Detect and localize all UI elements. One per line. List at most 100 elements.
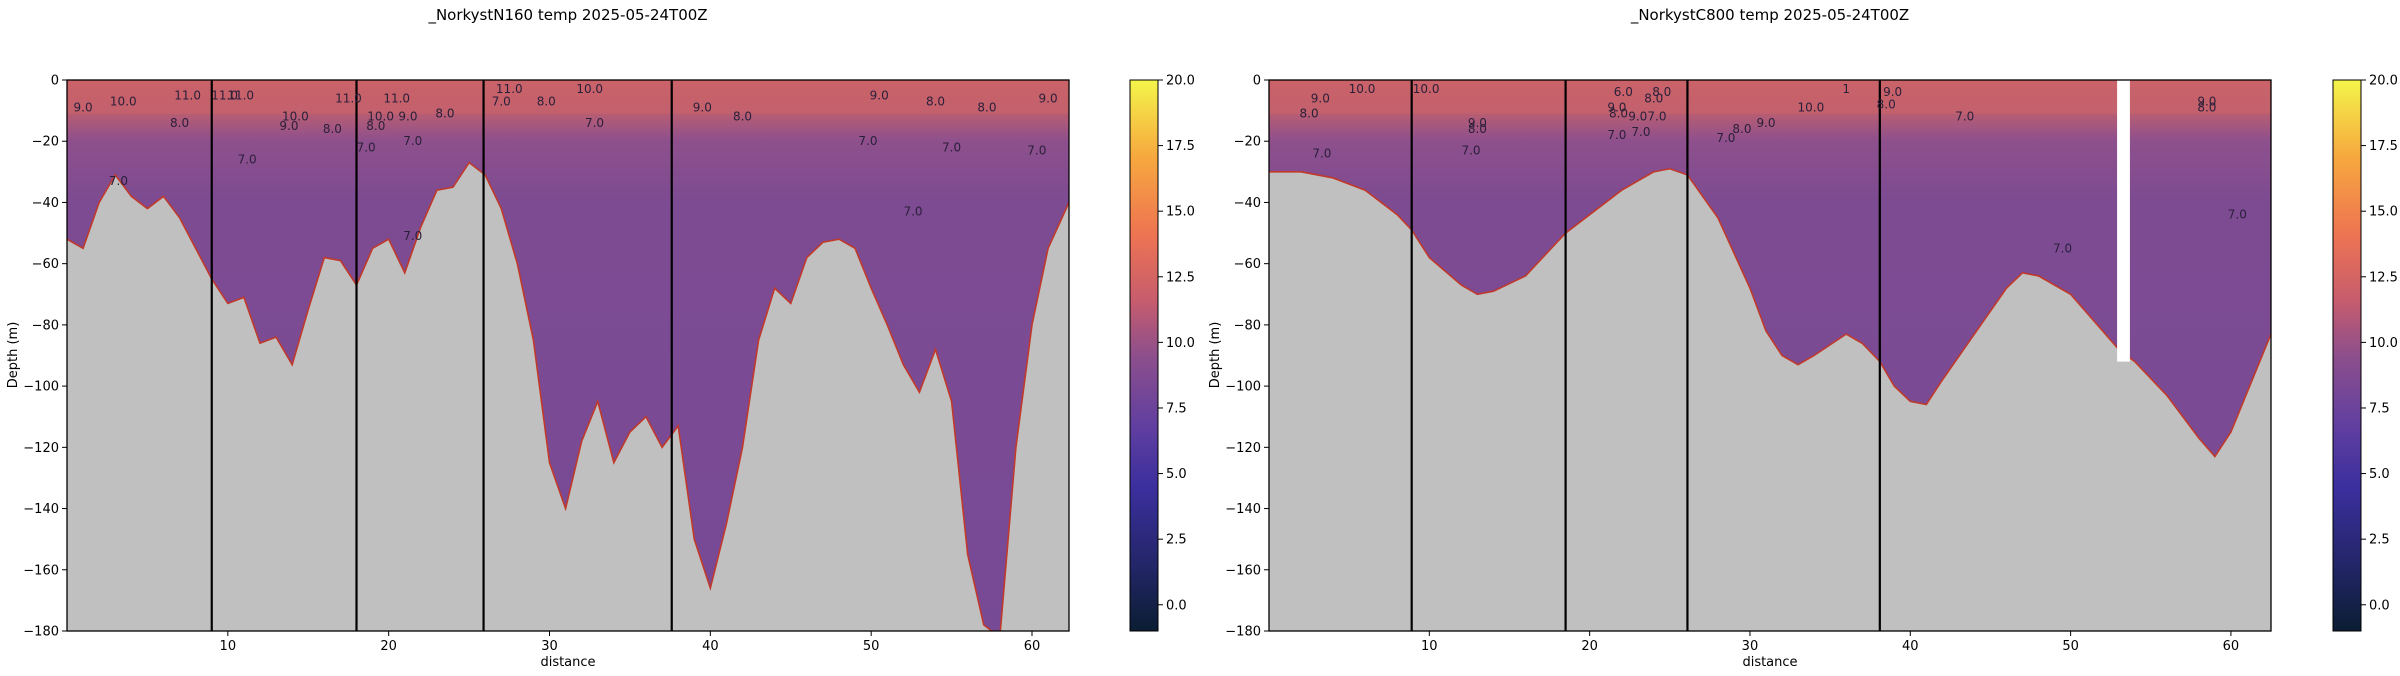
x-tick-label: 40 [1902,639,1919,654]
contour-label: 7.0 [1647,110,1666,124]
colorbar-tick-label: 12.5 [1166,270,1195,285]
colorbar-ticks: 0.0 2.5 5.0 7.5 10.0 12.5 15.0 17.5 20.0 [1158,74,1195,613]
colorbar-tick-label: 5.0 [2369,467,2390,482]
y-tick-label: −20 [1234,135,1261,150]
contour-label: 11.0 [174,88,201,102]
y-tick-label: −120 [23,441,59,456]
y-tick-label: −20 [32,135,59,150]
y-tick-label: −60 [32,257,59,272]
contour-label: 8.0 [1300,107,1319,121]
y-tick-label: −100 [1225,380,1261,395]
y-tick-label: −180 [23,625,59,640]
contour-label: 8.0 [366,119,385,133]
y-tick-label: −40 [1234,196,1261,211]
colorbar-tick-label: 7.5 [1166,401,1187,416]
y-tick-label: −80 [1234,318,1261,333]
plot-frame [1268,79,2272,632]
y-tick-label: −40 [32,196,59,211]
x-tick-label: 20 [1581,639,1598,654]
contour-label: 7.0 [403,229,422,243]
contour-label: 7.0 [2228,208,2247,222]
contour-label: 9.0 [1039,91,1058,105]
contour-label: 7.0 [492,94,511,108]
y-tick-label: −120 [1225,441,1261,456]
contour-label: 8.0 [1877,97,1896,111]
x-tick-label: 30 [1742,639,1759,654]
contour-label: 8.0 [926,94,945,108]
contour-label: 11.0 [211,88,238,102]
colorbar-tick-label: 5.0 [1166,467,1187,482]
surface-layer [1269,80,2271,114]
x-tick-label: 20 [380,639,397,654]
x-tick-label: 10 [1421,639,1438,654]
contour-label: 8.0 [733,110,752,124]
contour-label: 8.0 [977,101,996,115]
contour-label: 8.0 [2197,101,2216,115]
contour-label: 1 [1842,82,1850,96]
colorbar-tick-label: 10.0 [1166,336,1195,351]
x-axis-label: distance [1742,655,1797,670]
contour-label: 9.0 [2197,94,2216,108]
contour-label: 9.0 [1756,116,1775,130]
contour-label: 7.0 [1312,146,1331,160]
contour-label: 7.0 [1631,125,1650,139]
plot-area: 9.08.010.0 10.07.09.08.07.07.06.09.08.0 9.… [1269,80,2271,631]
contour-label: 8.0 [1609,107,1628,121]
contour-label: 7.0 [1716,131,1735,145]
contour-label: 10.0 [1798,101,1825,115]
x-tick-label: 60 [1024,639,1041,654]
contour-label: 7.0 [1607,128,1626,142]
colorbar-tick-label: 20.0 [1166,74,1195,89]
contour-label: 7.0 [1461,143,1480,157]
contour-label: 9.0 [693,101,712,115]
seabed-outline [1269,167,2271,458]
colorbar-tick-label: 17.5 [2369,139,2398,154]
colorbar-tick-label: 17.5 [1166,139,1195,154]
no-data-strip [2117,80,2130,362]
contour-label: 8.0 [435,107,454,121]
colorbar-tick-label: 15.0 [1166,205,1195,220]
contour-label: 8.0 [1468,122,1487,136]
contour-label: 7.0 [1955,110,1974,124]
plot-area: 11.0 11.09.0 10.08.011.010.09.0 8.011.010.0… [67,80,1069,631]
contour-label: 10.0 [576,82,603,96]
contour-label: 10.0 [110,94,137,108]
chart-title: _NorkystN160 temp 2025-05-24T00Z [427,6,707,25]
x-tick-label: 10 [220,639,237,654]
colorbar-tick-label: 7.5 [2369,401,2390,416]
x-tick-label: 50 [2062,639,2079,654]
contour-label: 7.0 [1027,143,1046,157]
contour-label: 9.0 [74,101,93,115]
contour-label: 7.0 [2053,241,2072,255]
x-tick-label: 30 [541,639,558,654]
colorbar-tick-label: 20.0 [2369,74,2398,89]
contour-label: 10.0 [1349,82,1376,96]
contour-label: 9.0 [279,119,298,133]
y-axis-ticks: 0 −20 −40 −60 −80 −100 −120 −140 −160 −180 [1225,74,1269,640]
colorbar-tick-label: 12.5 [2369,270,2398,285]
contour-label: 9.0 [1468,116,1487,130]
y-tick-label: −160 [1225,563,1261,578]
y-tick-label: −160 [23,563,59,578]
contour-label: 7.0 [403,134,422,148]
surface-layer [67,80,1069,114]
y-axis-ticks: 0 −20 −40 −60 −80 −100 −120 −140 −160 −180 [23,74,67,640]
contour-label: 7.0 [238,153,257,167]
contour-label: 11.0 [227,88,254,102]
plot-frame [66,79,1070,632]
seabed-outline [67,161,1069,631]
y-axis-label: Depth (m) [1208,322,1223,389]
contour-label: 9.0 [1311,91,1330,105]
contour-label: 9.0 [870,88,889,102]
contour-label: 8.0 [1732,122,1751,136]
colorbar-tick-label: 2.5 [2369,533,2390,548]
contour-label: 10.0 [282,110,309,124]
x-tick-label: 50 [863,639,880,654]
contour-label: 9.0 [398,110,417,124]
contour-label: 8.0 [170,116,189,130]
colorbar-ticks: 0.0 2.5 5.0 7.5 10.0 12.5 15.0 17.5 20.0 [2361,74,2398,613]
contour-label: 11.0 [496,82,523,96]
right-section-plot: _NorkystC800 temp 2025-05-24T00Z 9.08.01… [1208,6,2398,670]
contour-label: 8.0 [537,94,556,108]
